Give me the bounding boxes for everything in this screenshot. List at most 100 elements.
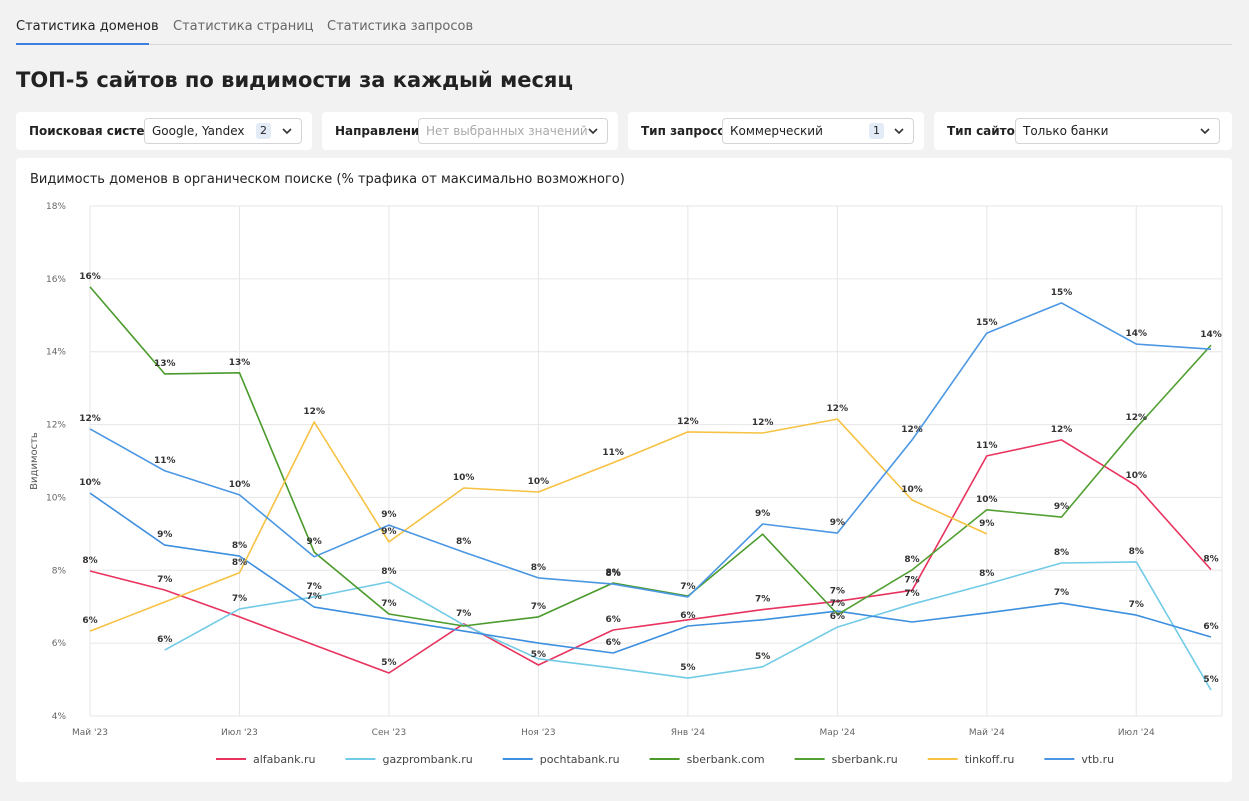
series-line xyxy=(89,439,1212,674)
select[interactable]: Только банки xyxy=(1015,118,1220,144)
data-label: 8% xyxy=(904,555,919,565)
filter: Тип запросов Коммерческий 1 xyxy=(628,112,924,150)
data-label: 5% xyxy=(680,663,695,673)
data-label: 5% xyxy=(381,658,396,668)
data-label: 8% xyxy=(531,563,546,573)
legend-label: alfabank.ru xyxy=(253,753,315,766)
legend-item: alfabank.ru xyxy=(216,753,315,766)
data-label: 9% xyxy=(830,518,845,528)
data-label: 8% xyxy=(605,569,620,579)
y-tick-label: 8% xyxy=(52,566,67,576)
series-line xyxy=(89,286,838,627)
data-label: 12% xyxy=(1125,413,1147,423)
data-label: 8% xyxy=(605,568,620,578)
x-tick-label: Май '24 xyxy=(969,728,1005,738)
data-label: 5% xyxy=(755,652,770,662)
select[interactable]: Коммерческий 1 xyxy=(722,118,914,144)
tab-indicator xyxy=(16,43,149,45)
data-label: 9% xyxy=(381,527,396,537)
data-label: 7% xyxy=(755,595,770,605)
data-label: 6% xyxy=(82,616,97,626)
x-tick-label: Сен '23 xyxy=(372,728,407,738)
select[interactable]: Google, Yandex 2 xyxy=(144,118,302,144)
data-label: 6% xyxy=(605,615,620,625)
data-label: 8% xyxy=(979,569,994,579)
tab[interactable]: Статистика страниц xyxy=(173,19,314,34)
data-label: 8% xyxy=(1129,547,1144,557)
series-line xyxy=(164,561,1212,691)
data-label: 8% xyxy=(82,556,97,566)
select-value: Google, Yandex xyxy=(152,124,245,138)
data-label: 9% xyxy=(157,530,172,540)
data-label: 13% xyxy=(229,358,251,368)
data-label: 9% xyxy=(307,537,322,547)
data-label: 10% xyxy=(453,473,475,483)
data-label: 12% xyxy=(752,418,774,428)
x-tick-label: Июл '24 xyxy=(1118,728,1155,738)
filter: Направление Нет выбранных значений xyxy=(322,112,618,150)
legend-item: tinkoff.ru xyxy=(927,753,1015,766)
x-tick-label: Июл '23 xyxy=(221,728,258,738)
data-label: 12% xyxy=(677,417,699,427)
data-label: 11% xyxy=(154,456,176,466)
data-label: 7% xyxy=(1054,588,1069,598)
filter-label: Поисковая система xyxy=(29,124,163,138)
data-label: 7% xyxy=(904,575,919,585)
y-tick-label: 10% xyxy=(46,493,66,503)
data-label: 7% xyxy=(381,599,396,609)
y-tick-label: 4% xyxy=(52,712,67,722)
y-tick-label: 12% xyxy=(46,421,66,431)
chevron xyxy=(1200,128,1210,135)
data-label: 10% xyxy=(528,477,550,487)
data-label: 8% xyxy=(381,567,396,577)
y-tick-label: 18% xyxy=(46,202,66,212)
filter-label: Тип сайтов xyxy=(947,124,1023,138)
legend-item: pochtabank.ru xyxy=(502,753,620,766)
tab[interactable]: Статистика запросов xyxy=(327,19,474,34)
data-label: 14% xyxy=(1200,330,1222,340)
select[interactable]: Нет выбранных значений xyxy=(418,118,608,144)
data-label: 7% xyxy=(531,602,546,612)
data-label: 6% xyxy=(1203,622,1218,632)
data-label: 7% xyxy=(456,609,471,619)
data-label: 10% xyxy=(976,495,998,505)
x-tick-label: Янв '24 xyxy=(671,728,706,738)
y-tick-label: 16% xyxy=(46,275,66,285)
data-label: 15% xyxy=(976,318,998,328)
data-label: 7% xyxy=(1129,600,1144,610)
x-tick-label: Мар '24 xyxy=(819,728,855,738)
series-line xyxy=(836,344,1212,616)
filter-label: Направление xyxy=(335,124,428,138)
chevron xyxy=(282,128,292,135)
data-label: 11% xyxy=(976,441,998,451)
legend-label: vtb.ru xyxy=(1081,753,1114,766)
count-badge: 2 xyxy=(256,123,271,139)
data-label: 6% xyxy=(830,612,845,622)
x-tick-label: Май '23 xyxy=(72,728,108,738)
legend-label: tinkoff.ru xyxy=(965,753,1015,766)
filter: Тип сайтов Только банки xyxy=(934,112,1232,150)
data-label: 9% xyxy=(979,519,994,529)
data-label: 7% xyxy=(680,582,695,592)
data-label: 7% xyxy=(830,586,845,596)
data-label: 12% xyxy=(901,425,923,435)
data-label: 10% xyxy=(901,485,923,495)
data-label: 13% xyxy=(154,359,176,369)
data-label: 9% xyxy=(1054,502,1069,512)
data-label: 15% xyxy=(1051,288,1073,298)
data-label: 11% xyxy=(602,448,624,458)
data-label: 5% xyxy=(531,650,546,660)
select-placeholder: Нет выбранных значений xyxy=(426,124,588,138)
data-label: 9% xyxy=(755,509,770,519)
data-label: 8% xyxy=(232,558,247,568)
data-label: 7% xyxy=(904,589,919,599)
data-label: 8% xyxy=(456,537,471,547)
data-label: 7% xyxy=(307,582,322,592)
data-label: 6% xyxy=(605,638,620,648)
data-label: 9% xyxy=(381,510,396,520)
chevron xyxy=(588,128,598,135)
data-label: 12% xyxy=(827,404,849,414)
y-axis-label: Видимость xyxy=(29,432,40,490)
tab[interactable]: Статистика доменов xyxy=(16,19,159,34)
